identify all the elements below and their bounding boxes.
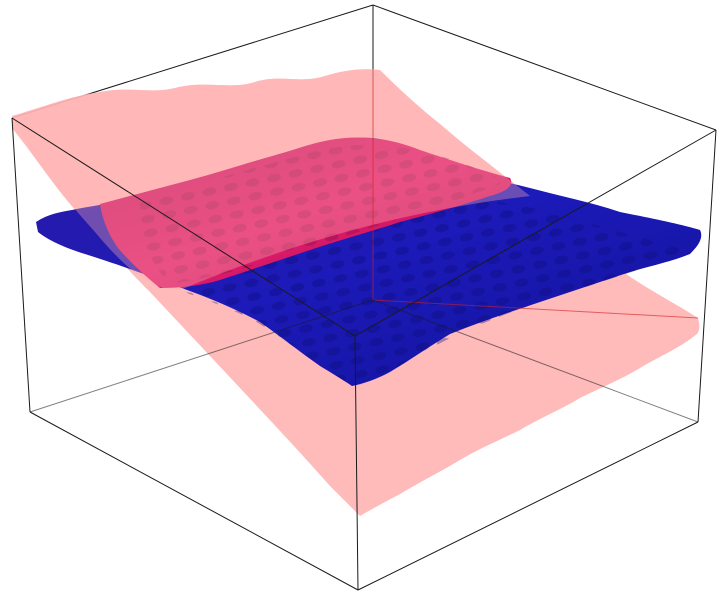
box-front-edges [11,117,717,591]
plane-intersection-line-right [372,299,699,319]
box-edge-bottom-back-right [372,299,699,423]
box-edge-left-vertical [11,117,31,413]
wavy-surface-magenta-dimples [140,145,505,284]
box-edge-bottom-back-left [29,299,374,413]
box-edge-top-back-right [372,4,717,131]
box-edge-bottom-front-left [29,411,359,591]
pink-plane-front-overlay [12,69,530,291]
box-edge-front-vertical [354,335,359,591]
box-edge-top-front-left [11,117,356,337]
box-edge-bottom-front-right [357,421,699,591]
box-edge-top-front-right [354,129,717,337]
box-edge-right-vertical [697,129,717,423]
